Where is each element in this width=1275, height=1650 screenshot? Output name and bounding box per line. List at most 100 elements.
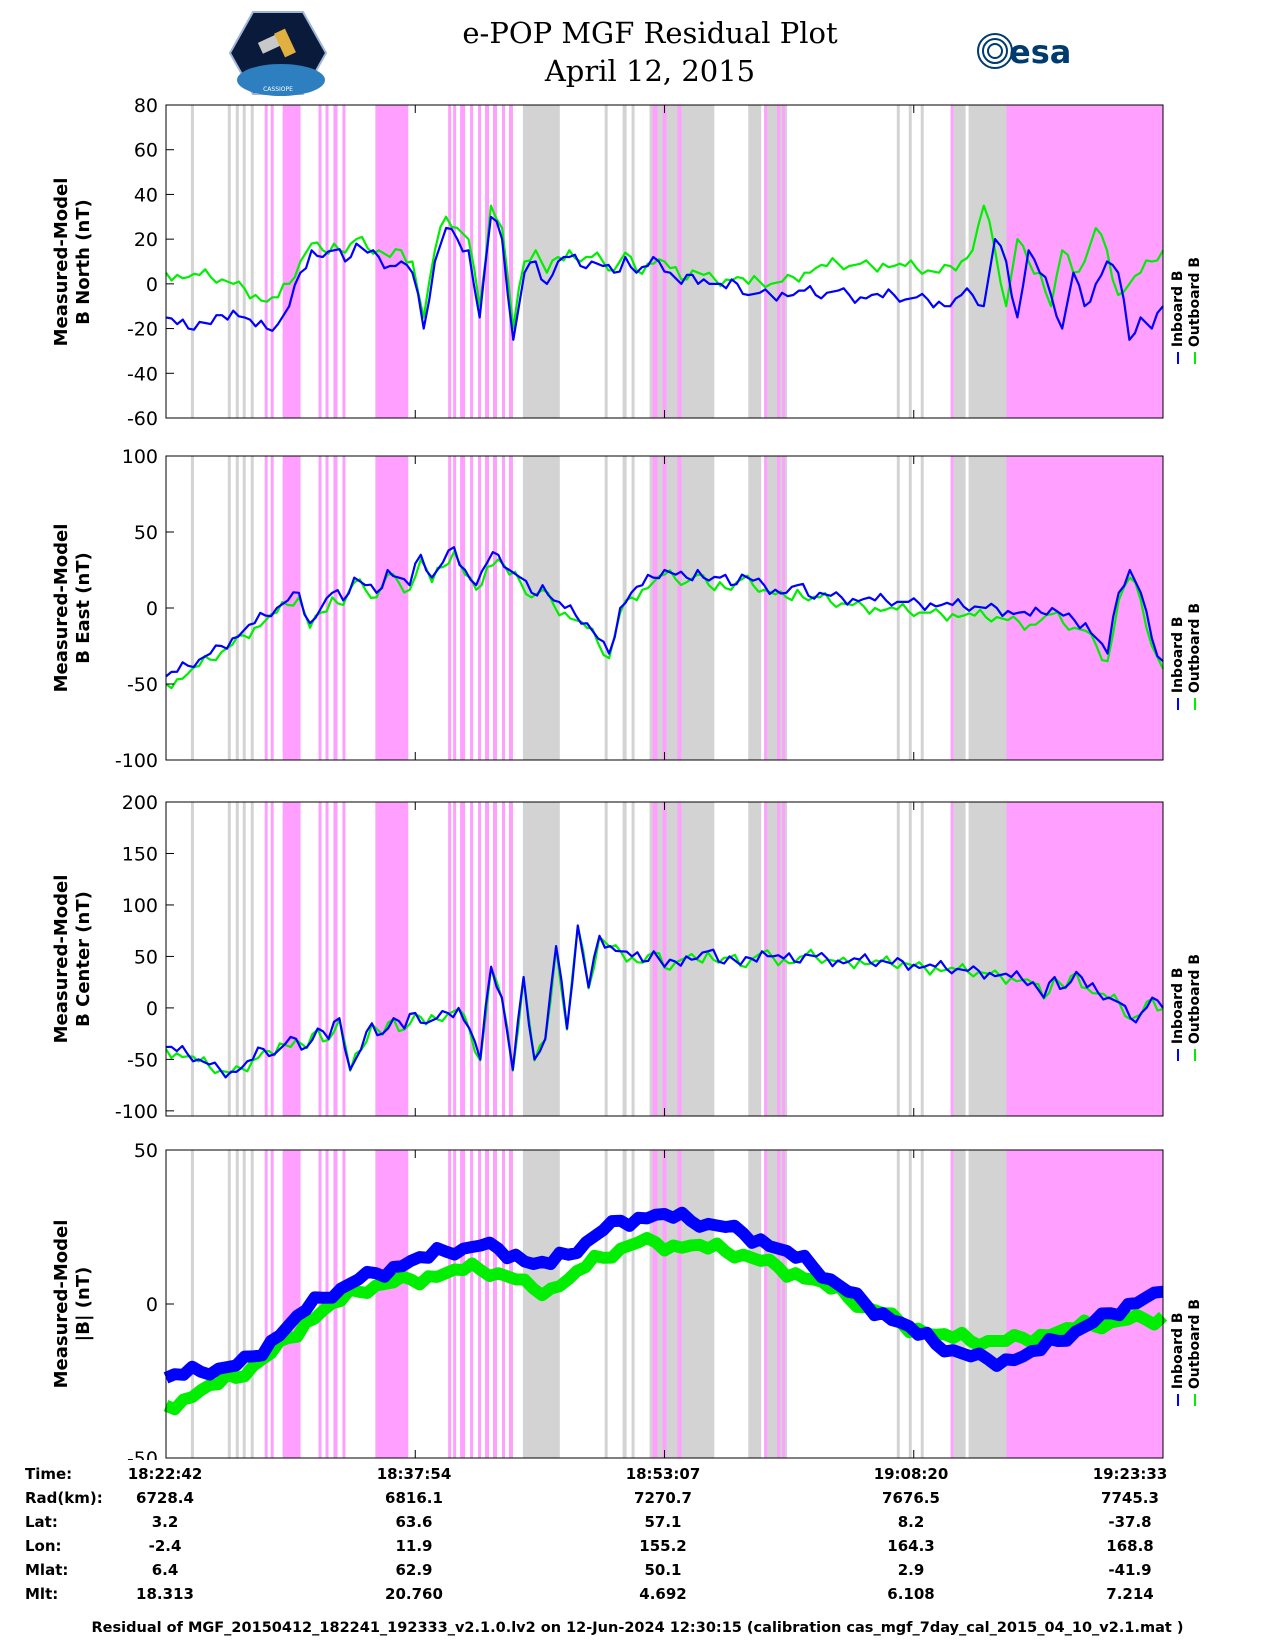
magnitude-grey-band-13 [908,1150,912,1458]
east-legend: Inboard B Outboard B [1170,498,1204,718]
center-ytick-label-1: -50 [127,1049,158,1071]
east-grey-band-15 [953,456,966,760]
magnitude-pink-band-3 [318,1150,322,1458]
north-ylabel-line-1: Measured-Model [51,177,72,346]
north-grey-band-9 [649,105,715,418]
east-grey-band-1 [227,456,231,760]
magnitude-pink-band-15 [501,1150,505,1458]
magnitude-grey-band-1 [227,1150,231,1458]
info-label-lat: Lat: [25,1513,58,1531]
center-legend: Inboard B Outboard B [1170,849,1204,1069]
magnitude-grey-band-16 [968,1150,1007,1458]
center-grey-band-14 [920,802,924,1116]
north-grey-band-6 [604,105,608,418]
info-mlat-2: 62.9 [395,1561,433,1579]
north-grey-band-14 [920,105,924,418]
center-pink-band-16 [508,802,513,1116]
east-ylabel-line-2: B East (nT) [73,552,94,664]
magnitude-grey-band-8 [631,1150,635,1458]
north-pink-band-23 [950,105,954,418]
info-time-2: 18:37:54 [376,1465,452,1483]
east-pink-band-24 [1006,456,1163,760]
magnitude-grey-band-6 [604,1150,608,1458]
info-mlt-3: 4.692 [639,1585,687,1603]
info-time-1: 18:22:42 [127,1465,203,1483]
magnitude-grey-band-3 [242,1150,246,1458]
east-pink-band-16 [508,456,513,760]
info-label-lon: Lon: [25,1537,62,1555]
magnitude-pink-band-7 [375,1150,409,1458]
east-grey-band-0 [190,456,194,760]
east-legend-inboard-label: Inboard B [1170,616,1186,694]
east-ytick-label-0: -100 [115,750,158,772]
center-pink-band-8 [448,802,452,1116]
magnitude-grey-band-11 [764,1150,788,1458]
east-grey-band-8 [631,456,635,760]
info-lat-1: 3.2 [151,1513,179,1531]
north-ytick-label-3: 0 [146,274,158,296]
magnitude-pink-band-8 [448,1150,452,1458]
center-ytick-label-2: 0 [146,998,158,1020]
north-pink-band-20 [764,105,768,418]
title-line-2: April 12, 2015 [544,54,756,88]
center-series-inboard-b [165,924,1164,1079]
north-ytick-label-1: -40 [127,363,158,385]
magnitude-pink-band-22 [782,1150,786,1458]
info-lon-2: 11.9 [395,1537,433,1555]
north-ytick-label-4: 20 [134,229,158,251]
center-grey-band-2 [235,802,239,1116]
east-pink-band-20 [764,456,768,760]
center-legend-outboard-label: Outboard B [1187,954,1203,1045]
north-pink-band-8 [448,105,452,418]
east-pink-band-22 [782,456,786,760]
center-pink-band-11 [470,802,474,1116]
north-pink-band-1 [270,105,274,418]
east-grey-band-10 [748,456,762,760]
center-grey-band-10 [748,802,762,1116]
north-pink-band-16 [508,105,513,418]
north-ytick-label-5: 40 [134,184,158,206]
east-series-outboard-b [165,550,1164,690]
north-grey-band-10 [748,105,762,418]
east-grey-band-11 [764,456,788,760]
center-pink-band-13 [485,802,490,1116]
center-legend-inboard: Inboard B [1170,849,1187,1069]
magnitude-series-inboard-b [163,1206,1164,1384]
north-grey-band-1 [227,105,231,418]
center-ylabel: Measured-Model B Center (nT) [51,809,95,1109]
magnitude-grey-band-12 [896,1150,900,1458]
east-pink-band-19 [677,456,682,760]
east-pink-band-0 [264,456,268,760]
center-grey-band-11 [764,802,788,1116]
east-pink-band-21 [777,456,781,760]
info-lon-3: 155.2 [639,1537,687,1555]
center-ytick-label-3: 50 [134,946,158,968]
residual-charts: -60 -40 -20 0 20 40 60 80 -100 -50 0 50 100 -100 -50 0 5… [115,95,1168,1460]
center-pink-band-9 [453,802,457,1116]
center-pink-band-21 [777,802,781,1116]
info-mlat-5: -41.9 [1108,1561,1152,1579]
center-ylabel-line-2: B Center (nT) [73,891,94,1027]
plot-title: e-POP MGF Residual Plot April 12, 2015 [400,14,900,90]
east-pink-band-5 [333,456,338,760]
magnitude-grey-band-4 [250,1150,254,1458]
center-pink-band-17 [652,802,658,1116]
info-mlt-2: 20.760 [385,1585,443,1603]
north-series-inboard-b [165,215,1164,341]
info-mlat-1: 6.4 [151,1561,179,1579]
center-grey-band-13 [908,802,912,1116]
east-grey-band-4 [250,456,254,760]
north-pink-band-5 [333,105,338,418]
east-grey-band-7 [622,456,627,760]
center-legend-outboard: Outboard B [1187,849,1204,1069]
info-time-5: 19:23:33 [1092,1465,1168,1483]
center-grey-band-6 [604,802,608,1116]
center-ytick-label-6: 200 [122,792,158,814]
east-grey-band-5 [522,456,560,760]
east-legend-outboard-label: Outboard B [1187,603,1203,694]
center-pink-band-6 [342,802,346,1116]
north-legend-outboard-swatch [1194,351,1196,364]
info-time-4: 19:08:20 [873,1465,949,1483]
info-time-3: 18:53:07 [625,1465,701,1483]
cassiope-logo: CASSIOPE [229,11,327,96]
